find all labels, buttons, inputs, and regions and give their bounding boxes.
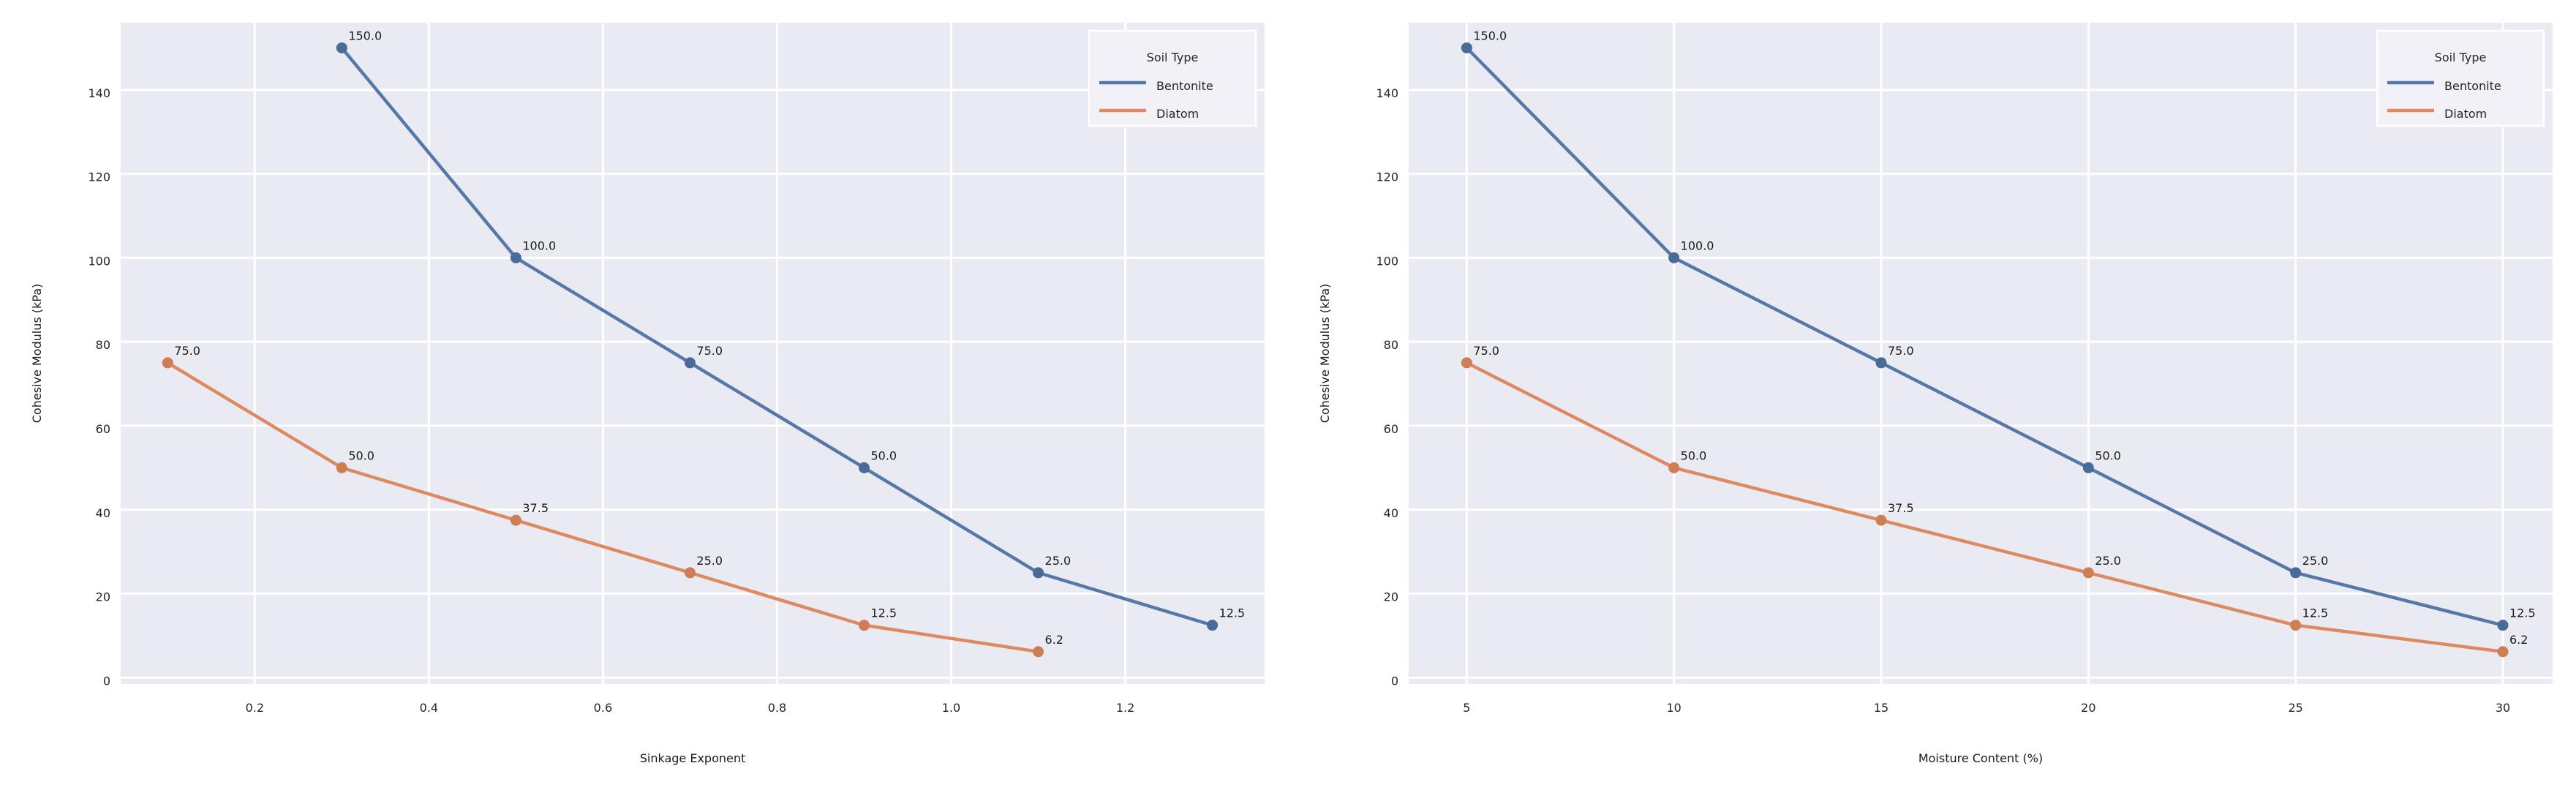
legend-entry-label: Bentonite [2444, 79, 2501, 93]
point-label: 50.0 [1681, 448, 1707, 462]
x-axis-label: Sinkage Exponent [640, 751, 746, 765]
data-point-bentonite [684, 357, 696, 369]
point-label: 50.0 [870, 448, 897, 462]
data-point-diatom [1668, 462, 1680, 473]
point-label: 25.0 [2095, 554, 2121, 568]
point-label: 6.2 [2509, 633, 2528, 647]
point-label: 50.0 [348, 448, 374, 462]
sinkage-exponent-chart-svg: 150.0 100.0 75.0 50.0 25.0 12.5 75.0 50.0 37.5 25… [30, 23, 1265, 765]
x-tick-label: 1.2 [1116, 701, 1134, 715]
point-label: 150.0 [1473, 29, 1507, 42]
data-point-diatom [684, 567, 696, 579]
chart-sinkage-exponent: 150.0 100.0 75.0 50.0 25.0 12.5 75.0 50.0 37.5 25… [0, 0, 1288, 790]
y-tick-label: 0 [1391, 674, 1398, 688]
data-point-diatom [336, 462, 347, 473]
data-point-diatom [1461, 357, 1472, 369]
x-tick-label: 0.8 [768, 701, 786, 715]
legend-entry-label: Diatom [2444, 107, 2487, 121]
point-label: 12.5 [2509, 606, 2536, 620]
y-tick-label: 80 [1384, 338, 1398, 352]
legend: Soil Type Bentonite Diatom [1088, 29, 1257, 127]
data-point-bentonite [2290, 567, 2302, 579]
point-label: 75.0 [174, 344, 200, 358]
point-label: 25.0 [1045, 554, 1072, 568]
y-tick-label: 120 [88, 170, 110, 184]
y-tick-label: 0 [103, 674, 110, 688]
data-point-bentonite [336, 42, 347, 53]
legend-entry-label: Diatom [1156, 107, 1199, 121]
x-tick-label: 0.2 [246, 701, 264, 715]
y-tick-label: 60 [1384, 422, 1398, 436]
legend: Soil Type Bentonite Diatom [2376, 29, 2545, 127]
data-point-bentonite [2082, 462, 2094, 473]
point-label: 25.0 [2302, 554, 2329, 568]
series-line-bentonite [1465, 46, 2504, 627]
x-tick-label: 1.0 [942, 701, 960, 715]
data-point-diatom [2497, 646, 2509, 658]
x-tick-label: 30 [2496, 701, 2510, 715]
y-axis-label: Cohesive Modulus (kPa) [1318, 284, 1332, 424]
point-label: 25.0 [696, 554, 723, 568]
legend-title: Soil Type [2435, 50, 2487, 64]
data-point-bentonite [1033, 567, 1044, 579]
x-tick-label: 10 [1666, 701, 1681, 715]
x-tick-label: 20 [2081, 701, 2095, 715]
point-label: 6.2 [1045, 633, 1063, 647]
legend-entry-label: Bentonite [1156, 79, 1213, 93]
plot-area [1409, 23, 2553, 684]
x-tick-label: 5 [1463, 701, 1470, 715]
data-point-bentonite [2497, 620, 2509, 631]
point-label: 12.5 [2302, 606, 2329, 620]
y-tick-label: 140 [88, 86, 110, 100]
data-point-bentonite [1461, 42, 1472, 53]
point-label: 150.0 [348, 29, 382, 42]
data-point-bentonite [1207, 620, 1219, 631]
data-point-diatom [858, 620, 870, 631]
series-line-bentonite [340, 47, 1213, 627]
series-line-diatom [167, 361, 1039, 654]
y-tick-label: 120 [1376, 170, 1398, 184]
y-tick-label: 100 [88, 254, 110, 268]
x-tick-label: 25 [2288, 701, 2302, 715]
point-label: 75.0 [1473, 344, 1499, 358]
point-label: 12.5 [1219, 606, 1246, 620]
point-label: 100.0 [1681, 238, 1714, 252]
series-line-diatom [1466, 361, 2504, 654]
point-label: 75.0 [696, 344, 723, 358]
point-label: 100.0 [522, 238, 556, 252]
y-axis-label: Cohesive Modulus (kPa) [30, 284, 44, 424]
data-point-bentonite [510, 252, 521, 263]
data-point-diatom [2290, 620, 2302, 631]
y-tick-label: 40 [96, 506, 110, 520]
x-tick-label: 0.4 [420, 701, 438, 715]
point-label: 12.5 [870, 606, 897, 620]
y-tick-label: 140 [1376, 86, 1398, 100]
chart-moisture-content: 150.0 100.0 75.0 50.0 25.0 12.5 75.0 50.0 37.5 25… [1288, 0, 2576, 790]
data-point-diatom [1875, 514, 1887, 526]
point-label: 50.0 [2095, 448, 2121, 462]
data-point-diatom [2082, 567, 2094, 579]
y-tick-label: 80 [96, 338, 110, 352]
point-label: 75.0 [1888, 344, 1914, 358]
data-point-bentonite [1668, 252, 1680, 263]
y-tick-label: 20 [1384, 590, 1398, 604]
x-tick-label: 15 [1874, 701, 1888, 715]
point-label: 37.5 [522, 501, 549, 515]
data-point-diatom [162, 357, 173, 369]
point-label: 37.5 [1888, 501, 1914, 515]
y-tick-label: 20 [96, 590, 110, 604]
x-axis-label: Moisture Content (%) [1918, 751, 2043, 765]
data-point-diatom [1033, 646, 1044, 658]
data-point-bentonite [858, 462, 870, 473]
data-point-bentonite [1875, 357, 1887, 369]
legend-title: Soil Type [1147, 50, 1199, 64]
data-point-diatom [510, 514, 521, 526]
y-tick-label: 100 [1376, 254, 1398, 268]
y-tick-label: 60 [96, 422, 110, 436]
x-tick-label: 0.6 [594, 701, 612, 715]
y-tick-label: 40 [1384, 506, 1398, 520]
moisture-content-chart-svg: 150.0 100.0 75.0 50.0 25.0 12.5 75.0 50.0 37.5 25… [1318, 23, 2553, 765]
